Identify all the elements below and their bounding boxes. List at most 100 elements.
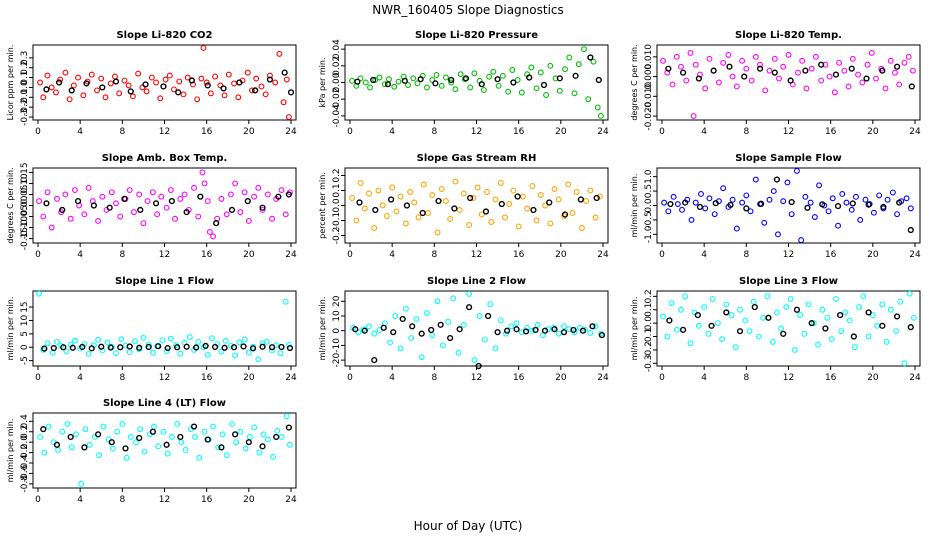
data-point (670, 193, 677, 200)
data-series-black (667, 176, 914, 234)
data-point (846, 317, 853, 324)
data-point (367, 84, 373, 91)
data-point (160, 83, 167, 90)
x-tick-label: 8 (431, 373, 437, 383)
data-point (764, 293, 771, 300)
data-point (417, 76, 424, 83)
data-point (41, 449, 48, 456)
data-point (526, 74, 533, 81)
data-point (505, 88, 512, 95)
data-point (183, 343, 190, 350)
y-axis-label: Licor ppm per min. (6, 45, 15, 121)
x-tick-label: 4 (701, 127, 707, 137)
data-series-color (661, 167, 914, 244)
data-point (44, 340, 51, 347)
data-point (177, 433, 184, 441)
data-point (665, 65, 672, 72)
x-tick-label: 8 (119, 127, 125, 137)
data-point (859, 79, 866, 86)
data-point (757, 200, 765, 207)
y-tick-label: -10 (332, 338, 342, 353)
y-tick-label: 0.0 (332, 198, 342, 213)
data-point (269, 215, 275, 222)
data-point (702, 205, 709, 212)
data-point (372, 206, 379, 214)
data-point (571, 90, 578, 97)
data-point (405, 82, 411, 88)
data-point (98, 343, 105, 350)
data-point (136, 434, 143, 442)
data-point (155, 443, 162, 450)
data-point (495, 82, 502, 89)
data-point (710, 67, 717, 74)
data-point (202, 342, 209, 350)
data-point (70, 82, 77, 89)
data-point (887, 306, 894, 313)
data-point (213, 220, 220, 227)
data-point (240, 343, 247, 350)
data-point (529, 183, 536, 189)
data-point (864, 61, 871, 68)
data-point (907, 226, 914, 234)
data-point (876, 192, 883, 199)
data-point (855, 71, 862, 78)
x-tick-label: 24 (285, 495, 297, 505)
data-point (837, 312, 844, 319)
y-axis-label: degrees C per min. (630, 44, 639, 120)
data-point (901, 360, 908, 367)
data-point (778, 325, 785, 332)
data-point (395, 78, 402, 85)
data-point (276, 50, 283, 57)
x-tick-label: 12 (471, 127, 482, 137)
data-point (253, 75, 260, 82)
data-series-color (350, 290, 604, 364)
data-point (251, 193, 258, 200)
data-point (160, 428, 167, 435)
data-point (529, 327, 536, 334)
data-point (843, 199, 850, 206)
data-point (590, 58, 597, 65)
data-point (690, 113, 697, 120)
data-point (144, 198, 151, 205)
data-point (771, 69, 778, 76)
data-point (478, 81, 485, 88)
data-point (210, 423, 216, 430)
data-point (514, 193, 521, 200)
data-point (263, 338, 270, 345)
x-tick-label: 8 (119, 250, 125, 260)
x-tick-label: 4 (389, 250, 395, 260)
data-point (393, 208, 400, 215)
y-tick-label: -0.15 (20, 227, 30, 250)
data-series-color (660, 290, 917, 367)
data-point (793, 306, 801, 313)
data-point (598, 332, 606, 339)
data-point (229, 420, 235, 427)
x-tick-label: 0 (659, 250, 665, 260)
data-point (487, 301, 494, 308)
data-point (99, 347, 106, 354)
data-point (879, 301, 886, 308)
data-point (695, 75, 702, 82)
data-point (361, 205, 368, 212)
data-point (683, 77, 690, 84)
data-point (285, 114, 292, 120)
data-point (471, 70, 478, 77)
data-point (569, 210, 576, 216)
data-point (215, 444, 222, 451)
data-point (752, 53, 759, 60)
data-point (845, 83, 852, 90)
data-point (237, 209, 244, 216)
data-point (589, 323, 596, 330)
data-point (136, 344, 143, 351)
data-point (408, 335, 415, 342)
x-tick-label: 16 (825, 250, 837, 260)
data-point (502, 214, 508, 221)
data-point (743, 192, 750, 199)
data-point (660, 313, 667, 320)
data-point (285, 341, 292, 348)
data-point (819, 201, 826, 208)
data-point (194, 96, 201, 103)
data-point (349, 195, 356, 201)
data-point (522, 328, 530, 335)
y-axis-label: percent per min. (318, 172, 327, 239)
